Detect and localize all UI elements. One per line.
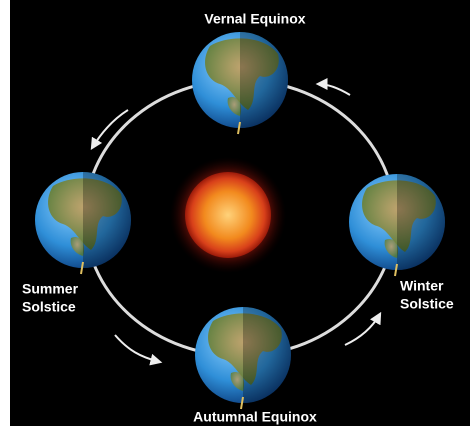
season-label: Autumnal Equinox [193, 409, 317, 425]
season-label: Solstice [400, 296, 454, 312]
season-label: Summer [22, 281, 79, 297]
season-label: Solstice [22, 299, 76, 315]
season-label: Vernal Equinox [204, 11, 305, 27]
season-label: Winter [400, 278, 444, 294]
seasons-diagram: Vernal Equinox Summer Solstice Winter So… [0, 0, 470, 432]
sun [185, 172, 271, 258]
